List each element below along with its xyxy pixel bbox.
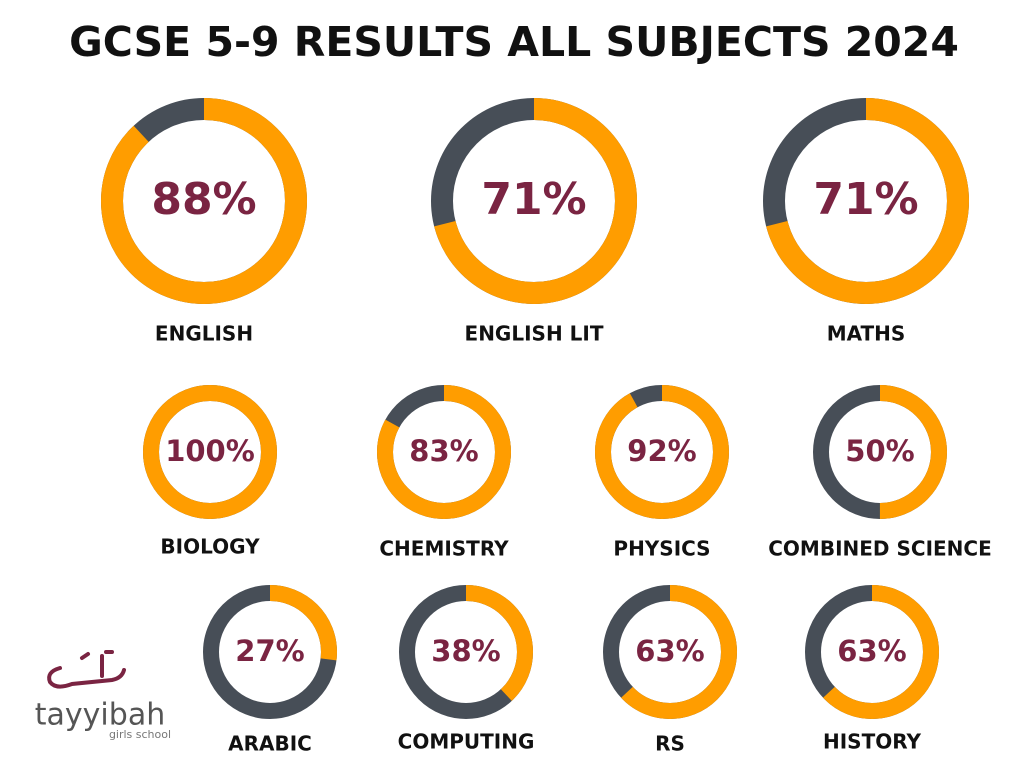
value-label: 83% [409,434,478,468]
donut-arc [143,385,277,519]
donut-arc [763,98,969,304]
value-label: 63% [837,634,906,668]
donut-arc [603,585,737,719]
chart-title: RS [655,732,685,756]
chart-title: COMBINED SCIENCE [768,537,992,561]
logo-subtitle: girls school [109,728,171,741]
chart-title: ARABIC [228,732,312,756]
logo-name: tayyibah [35,698,165,733]
donut-arc [813,385,947,519]
donut-arc [431,98,637,304]
chart-title: ENGLISH LIT [465,322,604,346]
value-label: 38% [431,634,500,668]
value-label: 71% [813,174,918,225]
value-label: 50% [845,434,914,468]
value-label: 100% [165,434,255,468]
logo-mark [47,650,126,689]
value-label: 63% [635,634,704,668]
donut-arc [805,585,939,719]
chart-title: COMPUTING [398,730,535,754]
chart-title: BIOLOGY [160,535,260,559]
logo: tayyibah girls school [35,650,171,741]
chart-title: HISTORY [823,730,922,754]
chart-title: MATHS [827,322,906,346]
page-title: GCSE 5-9 RESULTS ALL SUBJECTS 2024 [69,18,959,66]
donut-arc [595,385,729,519]
value-label: 88% [151,174,256,225]
chart-title: ENGLISH [155,322,253,346]
chart-title: CHEMISTRY [379,537,509,561]
donut-arc [399,585,533,719]
donut-arc [101,98,307,304]
value-label: 71% [481,174,586,225]
donut-arc [377,385,511,519]
value-label: 27% [235,634,304,668]
donut-arc [203,585,337,719]
chart-title: PHYSICS [613,537,710,561]
value-label: 92% [627,434,696,468]
